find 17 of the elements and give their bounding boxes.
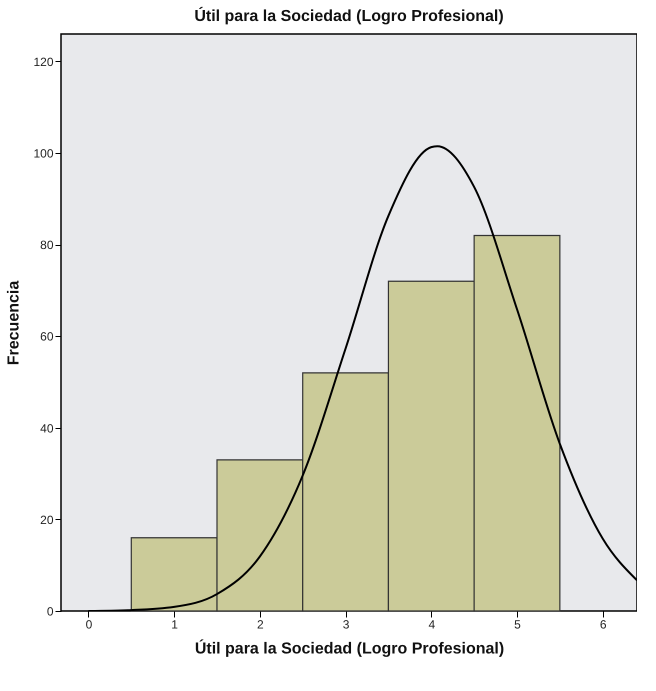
y-tick-label: 60 bbox=[40, 330, 54, 344]
x-tick-label: 2 bbox=[257, 618, 264, 632]
y-axis-title: Frecuencia bbox=[5, 280, 22, 366]
x-axis-title: Útil para la Sociedad (Logro Profesional) bbox=[194, 638, 504, 658]
x-tick-label: 6 bbox=[600, 618, 607, 632]
y-tick-label: 0 bbox=[46, 604, 54, 618]
chart-title: Útil para la Sociedad (Logro Profesional) bbox=[194, 6, 504, 25]
x-tick-label: 3 bbox=[342, 618, 350, 632]
y-tick-label: 80 bbox=[40, 238, 54, 252]
y-tick-label: 120 bbox=[33, 54, 54, 69]
x-tick-label: 1 bbox=[171, 618, 178, 632]
y-tick-label: 40 bbox=[40, 421, 54, 436]
x-tick-label: 5 bbox=[514, 618, 522, 632]
y-tick-label: 100 bbox=[33, 146, 54, 161]
y-tick-label: 20 bbox=[40, 512, 54, 527]
x-tick-label: 4 bbox=[428, 618, 436, 632]
x-tick-label: 0 bbox=[86, 618, 93, 632]
